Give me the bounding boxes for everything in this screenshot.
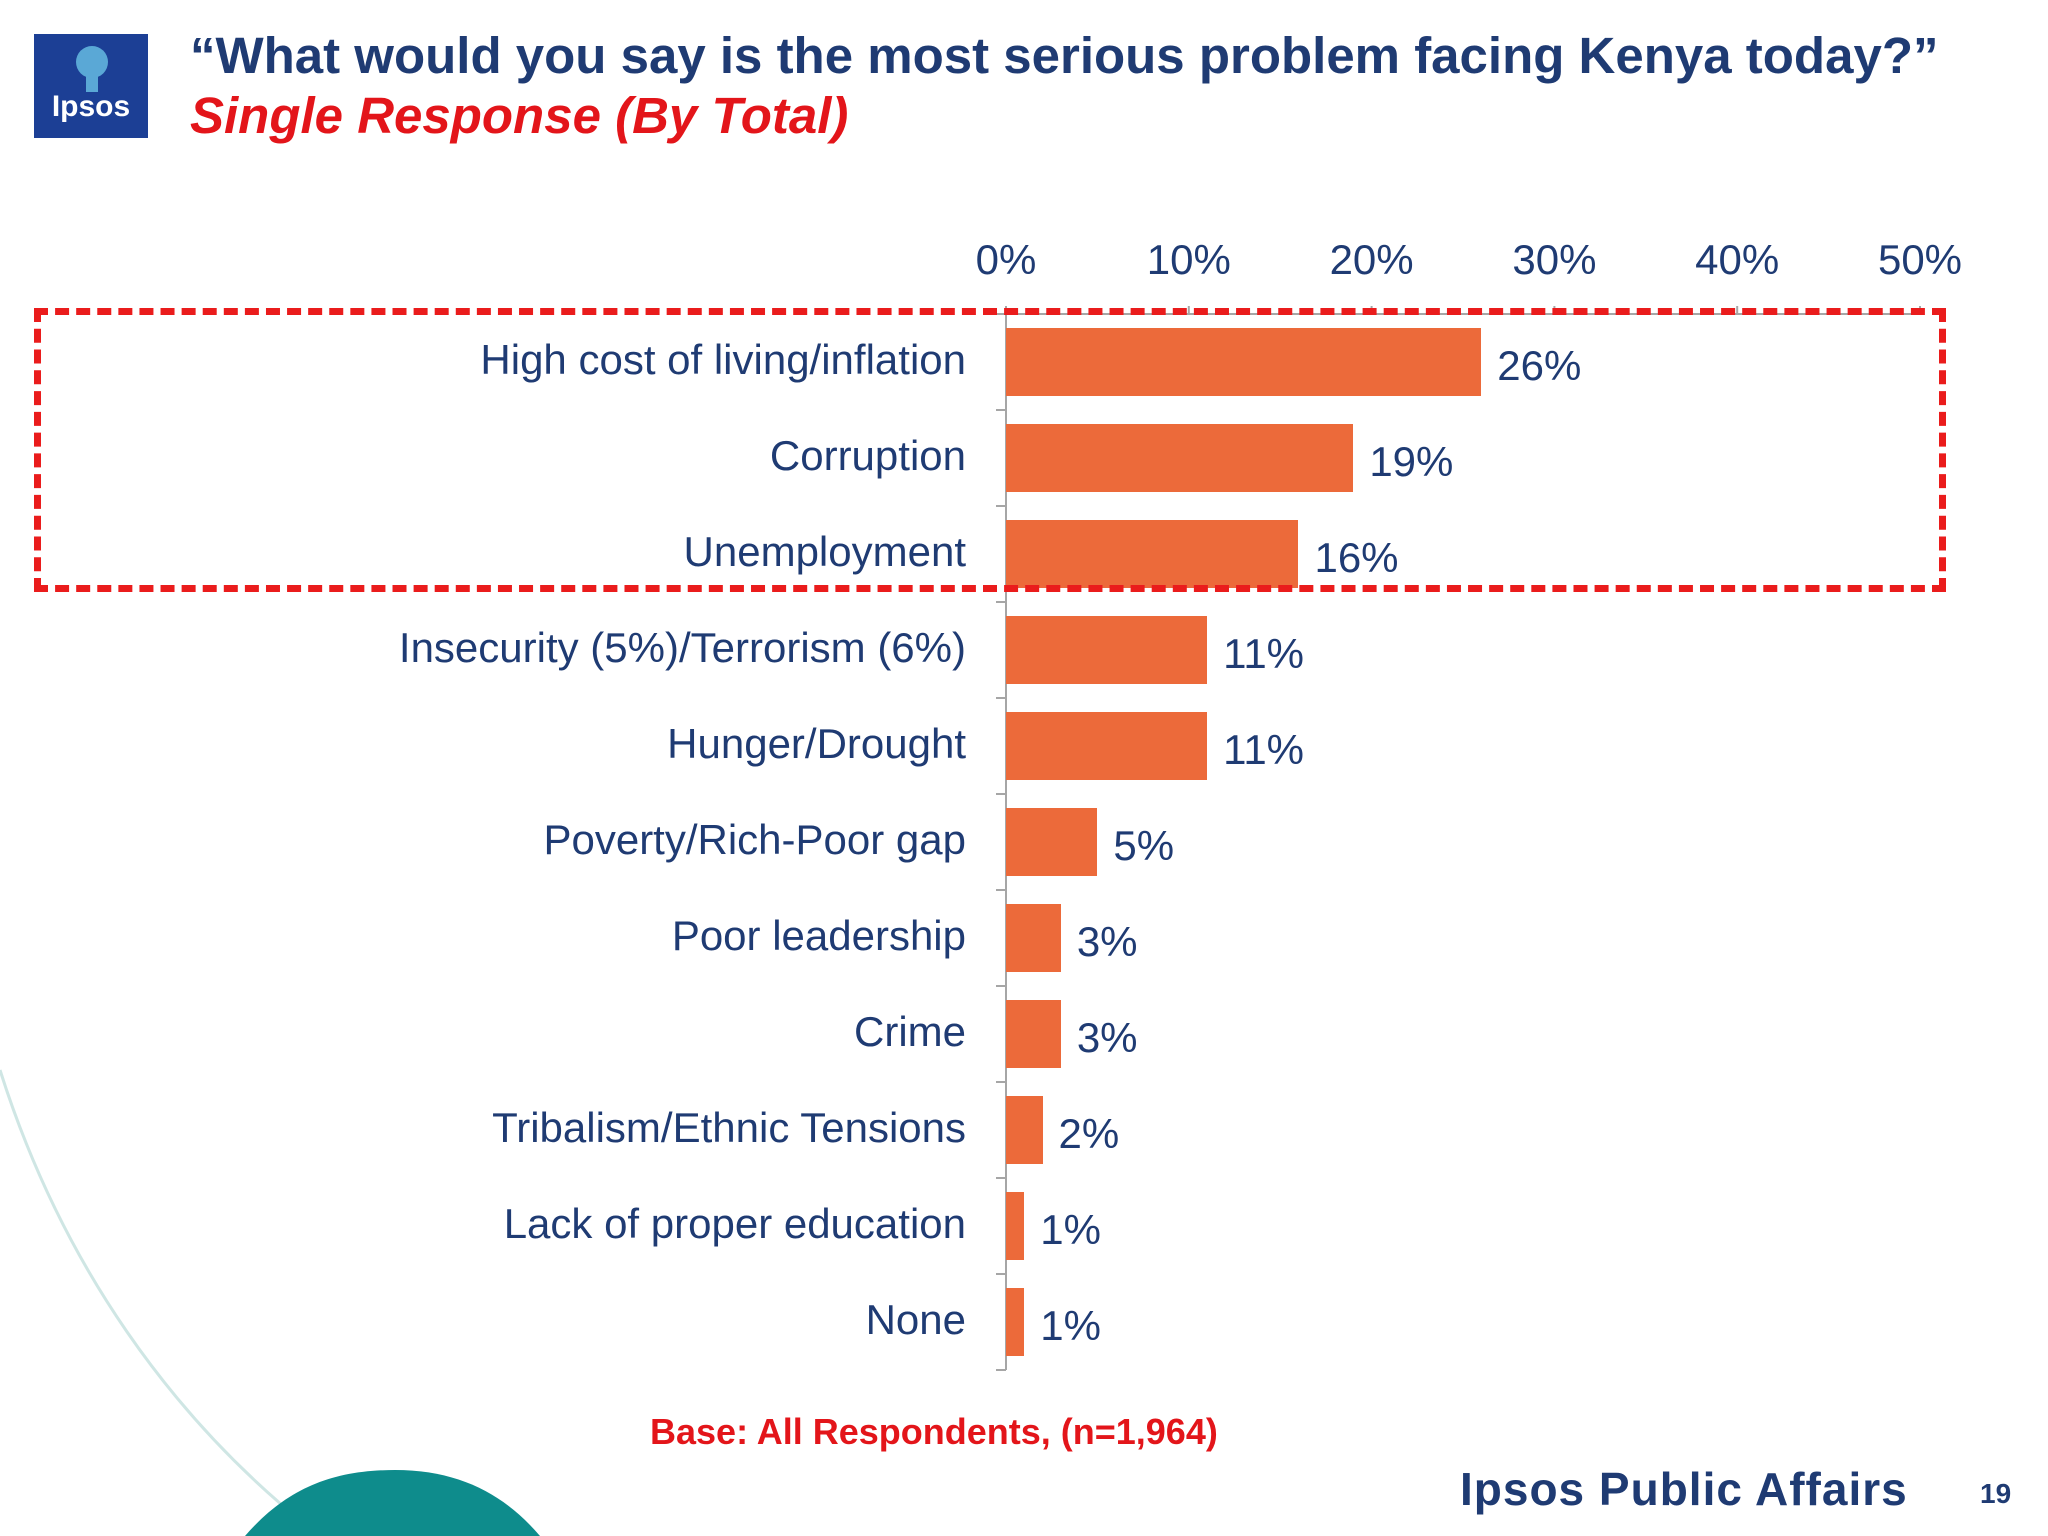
bar <box>1006 616 1208 684</box>
category-label: High cost of living/inflation <box>480 336 966 383</box>
bar <box>1006 808 1098 876</box>
logo-text: Ipsos <box>51 90 131 123</box>
x-tick-label: 10% <box>1146 236 1231 283</box>
category-label: Tribalism/Ethnic Tensions <box>492 1104 966 1151</box>
category-label: Poor leadership <box>671 912 966 959</box>
category-label: None <box>865 1296 966 1343</box>
bar-value-label: 16% <box>1314 534 1399 581</box>
footer-brand: Ipsos Public Affairs <box>1460 1463 1908 1515</box>
bar <box>1006 424 1354 492</box>
bar-value-label: 19% <box>1369 438 1454 485</box>
x-tick-label: 30% <box>1512 236 1597 283</box>
logo-figure-icon <box>76 46 108 92</box>
bar-value-label: 3% <box>1076 1014 1138 1061</box>
title-subtitle: Single Response (By Total) <box>190 87 849 144</box>
base-note: Base: All Respondents, (n=1,964) <box>650 1411 1218 1452</box>
bar <box>1006 1000 1061 1068</box>
bar-value-label: 1% <box>1040 1206 1101 1253</box>
category-label: Insecurity (5%)/Terrorism (6%) <box>398 624 966 671</box>
category-label: Poverty/Rich-Poor gap <box>543 816 966 863</box>
bar <box>1006 1096 1043 1164</box>
page-number: 19 <box>1980 1478 2012 1509</box>
decor-teal-circle <box>245 1470 540 1536</box>
x-tick-label: 0% <box>975 236 1037 283</box>
bar <box>1006 904 1061 972</box>
bar <box>1006 712 1208 780</box>
bar-value-label: 3% <box>1076 918 1138 965</box>
bar-value-label: 1% <box>1040 1302 1101 1349</box>
bar-value-label: 11% <box>1223 630 1305 677</box>
bar <box>1006 1192 1025 1260</box>
highlight-dashed-box <box>34 308 1946 592</box>
category-label: Lack of proper education <box>503 1200 966 1247</box>
category-label: Corruption <box>769 432 966 479</box>
title-question: “What would you say is the most serious … <box>190 27 1939 84</box>
bar-value-label: 2% <box>1058 1110 1120 1157</box>
ipsos-logo: Ipsos <box>34 34 148 138</box>
x-tick-label: 20% <box>1329 236 1414 283</box>
bar <box>1006 328 1482 396</box>
bar-value-label: 26% <box>1497 342 1582 389</box>
decor-curve-line <box>0 1069 321 1536</box>
bar-value-label: 5% <box>1113 822 1175 869</box>
bar <box>1006 1288 1025 1356</box>
page-title: “What would you say is the most serious … <box>190 26 1990 146</box>
category-label: Hunger/Drought <box>667 720 966 767</box>
category-label: Crime <box>854 1008 966 1055</box>
bar <box>1006 520 1299 588</box>
category-label: Unemployment <box>683 528 966 575</box>
x-tick-label: 40% <box>1695 236 1780 283</box>
x-tick-label: 50% <box>1877 236 1963 283</box>
bar-value-label: 11% <box>1223 726 1305 773</box>
